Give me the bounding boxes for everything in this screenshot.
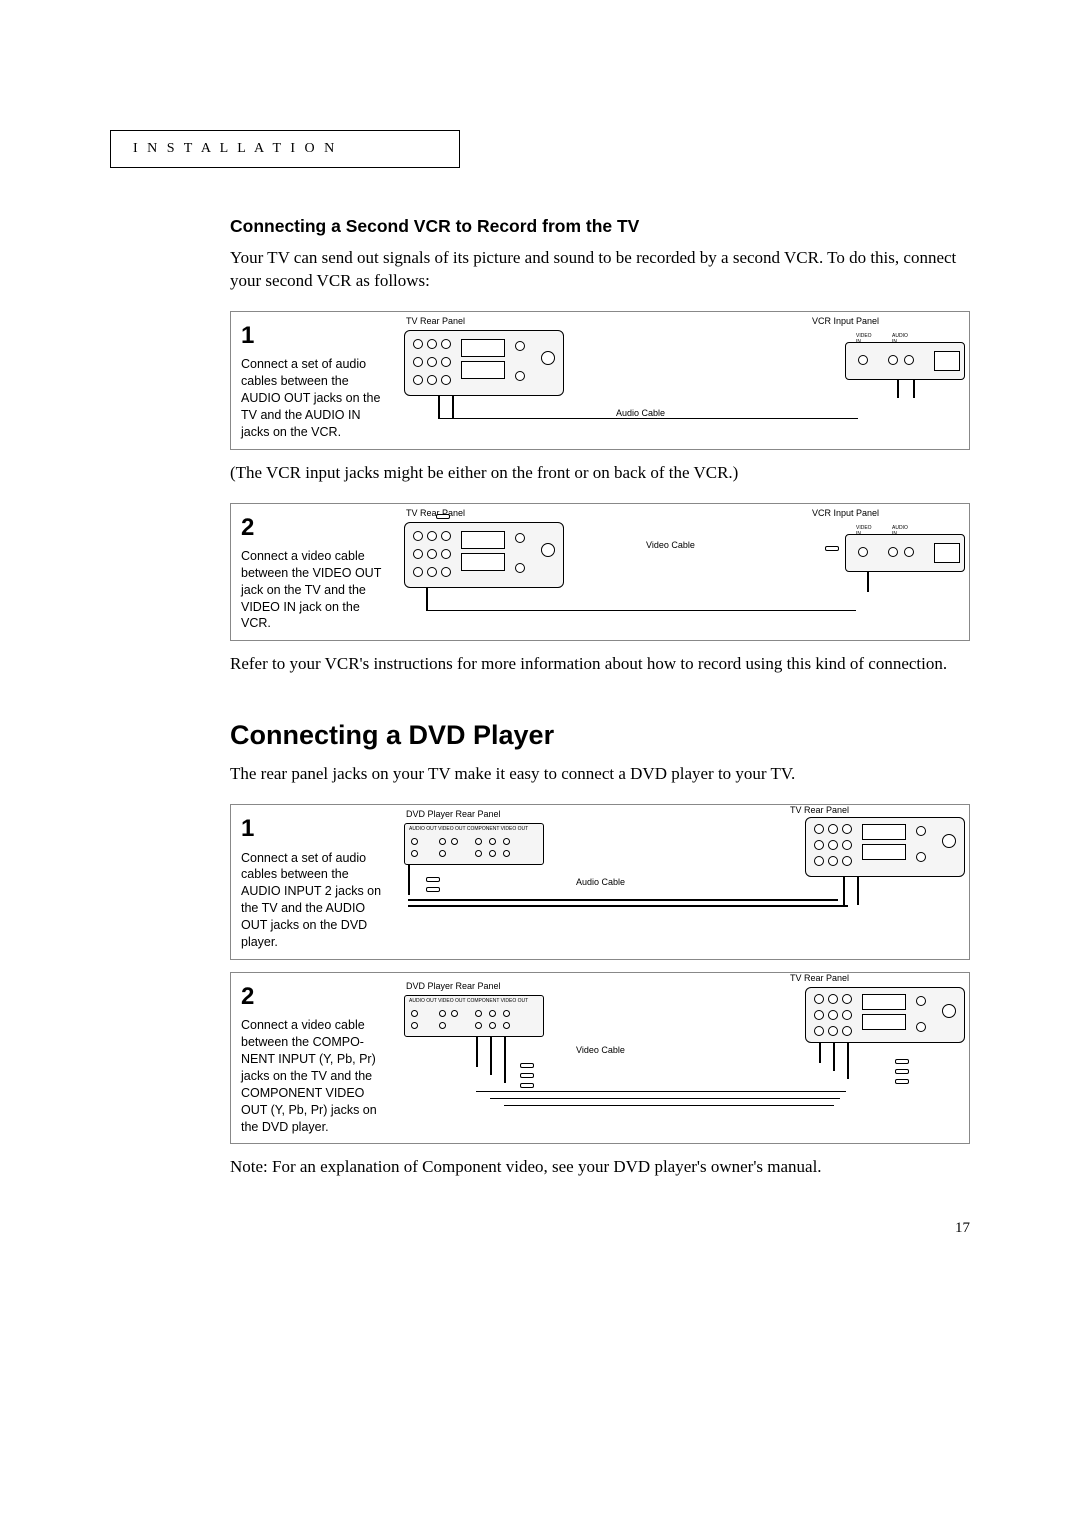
tv-rear-panel-icon — [404, 330, 564, 396]
vcr2-cable-label: Video Cable — [646, 540, 695, 550]
dvd-step1-num: 1 — [241, 813, 386, 845]
dvd-step2-text: Connect a video cable between the COMPO-… — [241, 1017, 386, 1135]
dvd-step2-diagram: DVD Player Rear Panel TV Rear Panel AUDI… — [396, 973, 969, 1144]
vcr-closing-text: Refer to your VCR's instructions for mor… — [230, 653, 970, 676]
dvd2-cable-label: Video Cable — [576, 1045, 625, 1055]
dvd1-right-label: TV Rear Panel — [790, 805, 849, 815]
dvd-step1-diagram: DVD Player Rear Panel TV Rear Panel AUDI… — [396, 805, 969, 959]
dvd-closing-text: Note: For an explanation of Component vi… — [230, 1156, 970, 1179]
vcr1-cable-label: Audio Cable — [616, 408, 665, 418]
vcr-step2-text: Connect a video cable between the VIDEO … — [241, 548, 386, 632]
dvd2-right-label: TV Rear Panel — [790, 973, 849, 983]
vcr1-audio-lbl: AUDIOIN — [892, 333, 908, 345]
dvd-step1-text: Connect a set of audio cables between th… — [241, 850, 386, 951]
vcr-step-2: 2 Connect a video cable between the VIDE… — [230, 503, 970, 642]
vcr-step1-text: Connect a set of audio cables between th… — [241, 356, 386, 440]
section-tab: I N S T A L L A T I O N — [110, 130, 460, 168]
vcr-step1-textcol: 1 Connect a set of audio cables between … — [231, 312, 396, 449]
dvd-rear-panel-icon: AUDIO OUT VIDEO OUT COMPONENT VIDEO OUT — [404, 995, 544, 1037]
vcr-note-between: (The VCR input jacks might be either on … — [230, 462, 970, 485]
tv-rear-panel-icon — [805, 817, 965, 877]
dvd-step2-num: 2 — [241, 981, 386, 1013]
vcr-input-panel-icon: VIDEOIN AUDIOIN — [845, 342, 965, 380]
vcr-step2-num: 2 — [241, 512, 386, 544]
vcr-step-1: 1 Connect a set of audio cables between … — [230, 311, 970, 450]
dvd2-port-labels: AUDIO OUT VIDEO OUT COMPONENT VIDEO OUT — [409, 998, 528, 1004]
vcr-step2-diagram: TV Rear Panel VCR Input Panel VIDEOIN AU… — [396, 504, 969, 641]
vcr-input-panel-icon: VIDEOIN AUDIOIN — [845, 534, 965, 572]
vcr-intro-text: Your TV can send out signals of its pict… — [230, 247, 970, 293]
dvd-step-1: 1 Connect a set of audio cables between … — [230, 804, 970, 960]
heading-dvd: Connecting a DVD Player — [230, 720, 970, 751]
page-content: I N S T A L L A T I O N Connecting a Sec… — [110, 130, 970, 1197]
dvd-step1-textcol: 1 Connect a set of audio cables between … — [231, 805, 396, 959]
dvd2-left-label: DVD Player Rear Panel — [406, 981, 501, 991]
page-number: 17 — [955, 1220, 970, 1237]
vcr1-video-lbl: VIDEOIN — [856, 333, 872, 345]
dvd1-cable-label: Audio Cable — [576, 877, 625, 887]
tv-rear-panel-icon — [805, 987, 965, 1043]
vcr2-video-lbl: VIDEOIN — [856, 525, 872, 537]
vcr2-audio-lbl: AUDIOIN — [892, 525, 908, 537]
dvd-intro-text: The rear panel jacks on your TV make it … — [230, 763, 970, 786]
vcr-step1-num: 1 — [241, 320, 386, 352]
dvd1-left-label: DVD Player Rear Panel — [406, 809, 501, 819]
vcr-step2-textcol: 2 Connect a video cable between the VIDE… — [231, 504, 396, 641]
tv-rear-panel-icon — [404, 522, 564, 588]
dvd1-port-labels: AUDIO OUT VIDEO OUT COMPONENT VIDEO OUT — [409, 826, 528, 832]
dvd-rear-panel-icon: AUDIO OUT VIDEO OUT COMPONENT VIDEO OUT — [404, 823, 544, 865]
dvd-step-2: 2 Connect a video cable between the COMP… — [230, 972, 970, 1145]
vcr-step1-diagram: TV Rear Panel VCR Input Panel VIDEOIN AU… — [396, 312, 969, 449]
subheading-vcr: Connecting a Second VCR to Record from t… — [230, 216, 970, 237]
dvd-step2-textcol: 2 Connect a video cable between the COMP… — [231, 973, 396, 1144]
vcr2-vcr-label: VCR Input Panel — [812, 508, 879, 518]
vcr1-tv-label: TV Rear Panel — [406, 316, 465, 326]
vcr1-vcr-label: VCR Input Panel — [812, 316, 879, 326]
